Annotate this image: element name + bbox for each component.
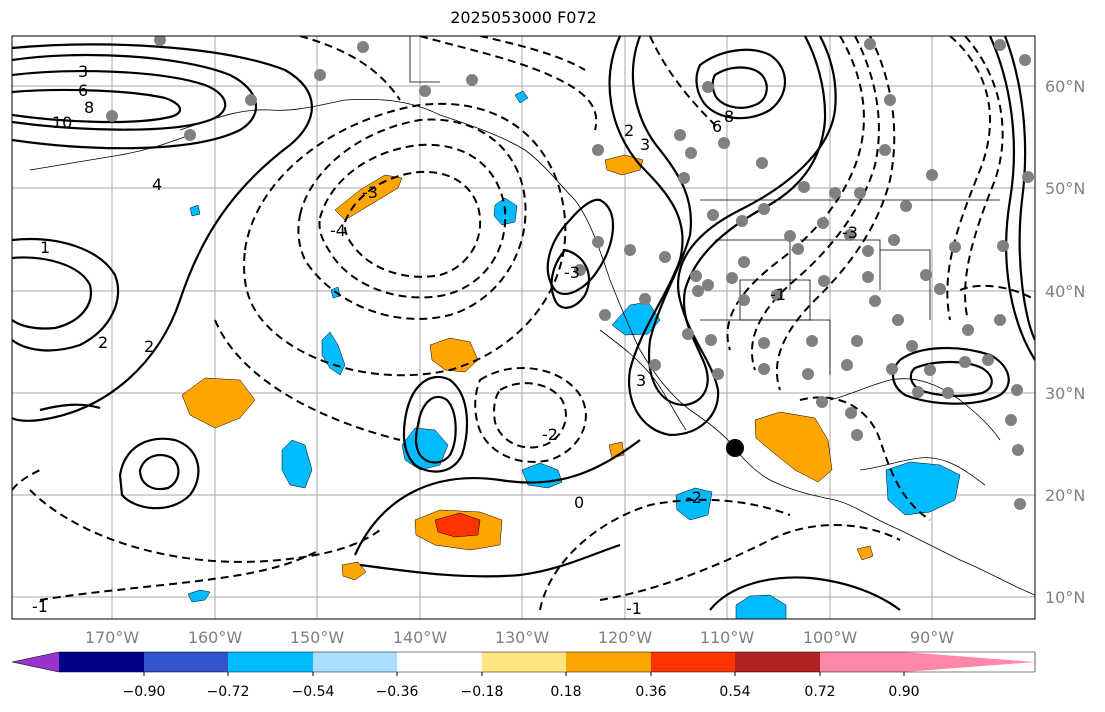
colorbar-swatch	[313, 652, 397, 672]
contour-label: -4	[330, 221, 346, 240]
latitude-label: 60°N	[1045, 77, 1085, 96]
colorbar-swatch	[397, 652, 482, 672]
latitude-label: 20°N	[1045, 486, 1085, 505]
contour-label: -1	[770, 285, 786, 304]
colorbar-tick-label: 0.36	[635, 684, 666, 700]
contour-label: 1	[40, 238, 50, 257]
longitude-label: 100°W	[803, 628, 858, 647]
longitude-label: 110°W	[700, 628, 755, 647]
colorbar-swatch	[651, 652, 735, 672]
contour-labels: 3 6 8 10 1 2 4 -3 -4 -2 0 -1 3 -3 6 8 2 …	[32, 62, 858, 618]
contour-label: 8	[724, 107, 734, 126]
colorbar-extend-low	[12, 652, 59, 672]
longitude-label: 120°W	[598, 628, 653, 647]
colorbar-tick-label: 0.54	[719, 684, 750, 700]
contour-label: 0	[574, 493, 584, 512]
colorbar: −0.90 −0.72 −0.54 −0.36 −0.18 0.18 0.36 …	[11, 651, 1036, 700]
contour-label: 10	[52, 113, 72, 132]
colorbar-swatch	[228, 652, 313, 672]
longitude-label: 150°W	[290, 628, 345, 647]
map-title: 2025053000 F072	[450, 8, 597, 27]
contour-label: -3	[362, 183, 378, 202]
latitude-label: 30°N	[1045, 384, 1085, 403]
contour-label: 3	[78, 62, 88, 81]
colorbar-tick-label: −0.36	[376, 684, 419, 700]
colorbar-tick-label: −0.90	[123, 684, 166, 700]
colorbar-tick-label: 0.18	[550, 684, 581, 700]
latitude-label: 40°N	[1045, 282, 1085, 301]
contour-label: -2	[542, 425, 558, 444]
colorbar-swatch	[735, 652, 820, 672]
marked-location-dot	[726, 439, 744, 457]
contour-label: 6	[78, 81, 88, 100]
colorbar-extend-high	[904, 652, 1035, 672]
contour-label: -2	[686, 488, 702, 507]
contour-label: 8	[84, 98, 94, 117]
map-frame	[11, 35, 1036, 620]
contour-label: -1	[32, 597, 48, 616]
colorbar-swatch	[482, 652, 566, 672]
colorbar-swatch	[144, 652, 228, 672]
longitude-label: 140°W	[393, 628, 448, 647]
contour-label: 4	[152, 175, 162, 194]
contour-label: -3	[842, 223, 858, 242]
latitude-axis: 60°N 50°N 40°N 30°N 20°N 10°N	[1045, 77, 1085, 607]
contour-label: 2	[624, 121, 634, 140]
contour-label: -3	[564, 263, 580, 282]
colorbar-tick-label: 0.72	[804, 684, 835, 700]
colorbar-swatch	[566, 652, 651, 672]
contour-label: 6	[712, 117, 722, 136]
colorbar-tick-label: −0.72	[207, 684, 250, 700]
map-plot-area: 3 6 8 10 1 2 4 -3 -4 -2 0 -1 3 -3 6 8 2 …	[12, 36, 1035, 619]
longitude-label: 90°W	[910, 628, 954, 647]
colorbar-swatch	[59, 652, 144, 672]
colorbar-swatch	[820, 652, 904, 672]
colorbar-tick-label: −0.18	[461, 684, 504, 700]
longitude-label: 130°W	[495, 628, 550, 647]
contour-label: 3	[636, 371, 646, 390]
station-markers	[106, 36, 1034, 510]
contour-label: 2	[144, 337, 154, 356]
longitude-axis: 170°W 160°W 150°W 140°W 130°W 120°W 110°…	[85, 628, 954, 647]
colorbar-tick-label: 0.90	[888, 684, 919, 700]
solid-contours	[12, 36, 1035, 611]
latitude-label: 10°N	[1045, 588, 1085, 607]
latitude-label: 50°N	[1045, 179, 1085, 198]
colorbar-tick-label: −0.54	[292, 684, 335, 700]
longitude-label: 170°W	[85, 628, 140, 647]
contour-label: 2	[98, 333, 108, 352]
contour-label: -1	[626, 599, 642, 618]
contour-label: 3	[640, 135, 650, 154]
longitude-label: 160°W	[188, 628, 243, 647]
